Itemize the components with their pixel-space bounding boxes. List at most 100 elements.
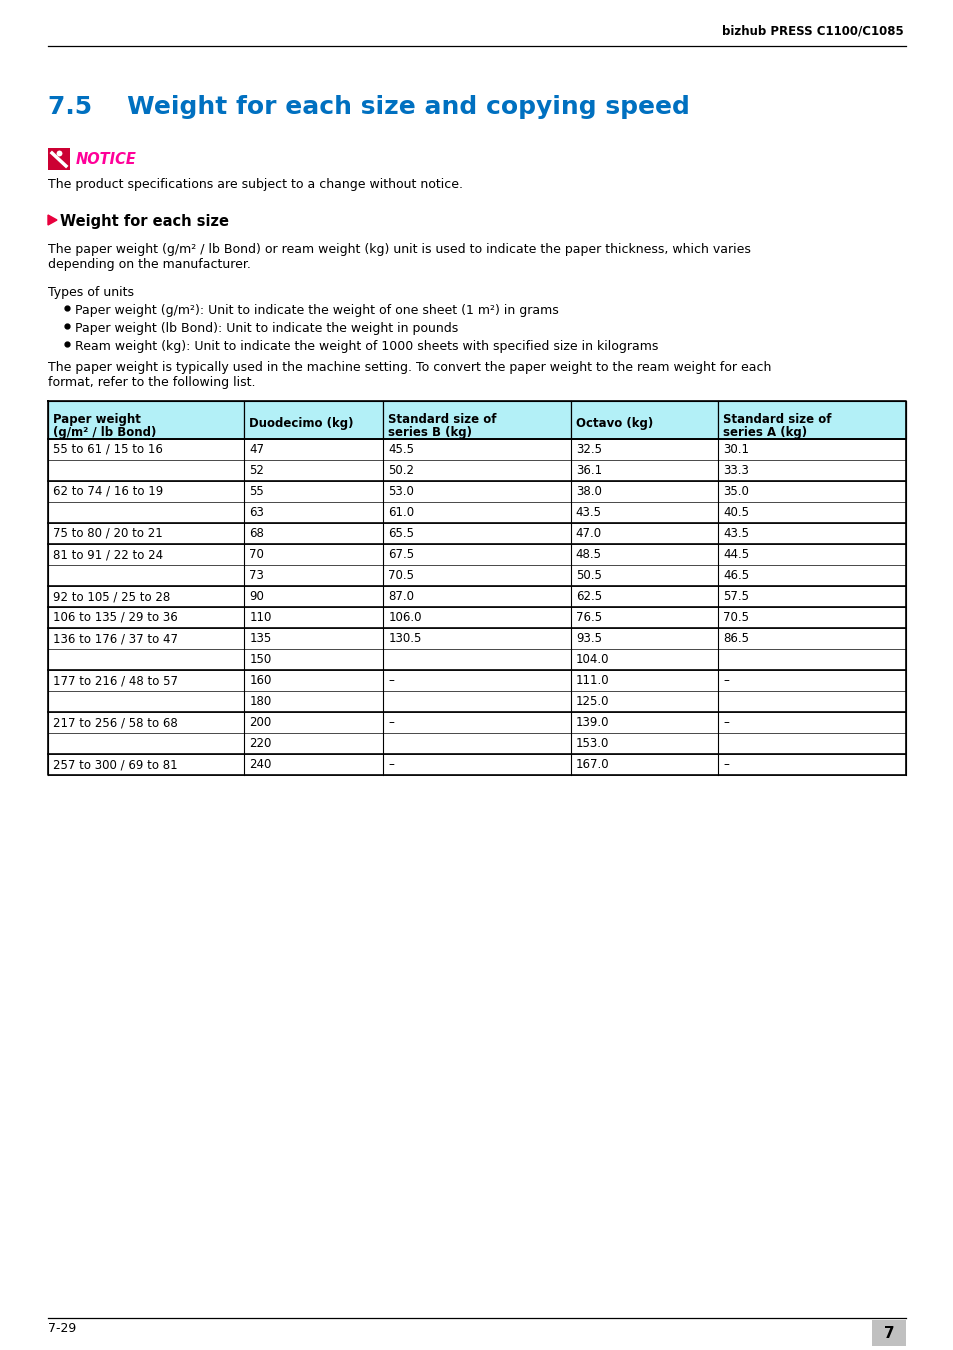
Bar xyxy=(244,401,383,439)
Bar xyxy=(48,733,244,755)
Text: Paper weight: Paper weight xyxy=(53,413,141,427)
Bar xyxy=(570,544,718,566)
Bar xyxy=(244,586,383,608)
Bar xyxy=(383,628,570,649)
Bar xyxy=(718,649,905,670)
Text: 257 to 300 / 69 to 81: 257 to 300 / 69 to 81 xyxy=(53,757,177,771)
Bar xyxy=(244,711,383,733)
Bar xyxy=(718,628,905,649)
Bar xyxy=(48,586,244,608)
Bar xyxy=(244,691,383,711)
Text: 70.5: 70.5 xyxy=(388,568,414,582)
Bar xyxy=(383,586,570,608)
Text: 125.0: 125.0 xyxy=(576,695,609,707)
Text: 240: 240 xyxy=(249,757,272,771)
Text: 50.2: 50.2 xyxy=(388,464,414,477)
Bar xyxy=(383,502,570,522)
Bar xyxy=(48,755,244,775)
Bar xyxy=(718,711,905,733)
Text: 130.5: 130.5 xyxy=(388,632,421,645)
Bar xyxy=(383,481,570,502)
Text: –: – xyxy=(722,757,729,771)
Text: 167.0: 167.0 xyxy=(576,757,609,771)
Bar xyxy=(48,691,244,711)
Bar xyxy=(48,711,244,733)
Bar xyxy=(48,649,244,670)
Text: 40.5: 40.5 xyxy=(722,506,749,518)
Text: 75 to 80 / 20 to 21: 75 to 80 / 20 to 21 xyxy=(53,526,163,540)
Text: 38.0: 38.0 xyxy=(576,485,601,498)
Text: 93.5: 93.5 xyxy=(576,632,601,645)
Bar xyxy=(718,481,905,502)
Text: 111.0: 111.0 xyxy=(576,674,609,687)
Text: 65.5: 65.5 xyxy=(388,526,414,540)
Bar xyxy=(48,148,70,170)
Bar xyxy=(383,649,570,670)
Text: 7.5    Weight for each size and copying speed: 7.5 Weight for each size and copying spe… xyxy=(48,95,689,119)
Bar xyxy=(244,544,383,566)
Bar xyxy=(383,755,570,775)
Bar xyxy=(383,733,570,755)
Bar xyxy=(48,670,244,691)
Text: 70: 70 xyxy=(249,548,264,562)
Text: 62.5: 62.5 xyxy=(576,590,601,603)
Text: 160: 160 xyxy=(249,674,272,687)
Bar xyxy=(48,460,244,481)
Text: bizhub PRESS C1100/C1085: bizhub PRESS C1100/C1085 xyxy=(721,26,903,38)
Bar xyxy=(718,733,905,755)
Bar xyxy=(244,460,383,481)
Text: Standard size of: Standard size of xyxy=(722,413,831,427)
Text: series A (kg): series A (kg) xyxy=(722,427,807,439)
Bar xyxy=(718,460,905,481)
Bar xyxy=(48,608,244,628)
Bar xyxy=(570,711,718,733)
Text: 180: 180 xyxy=(249,695,272,707)
Text: 87.0: 87.0 xyxy=(388,590,414,603)
Text: 46.5: 46.5 xyxy=(722,568,749,582)
Text: format, refer to the following list.: format, refer to the following list. xyxy=(48,377,255,389)
Text: 81 to 91 / 22 to 24: 81 to 91 / 22 to 24 xyxy=(53,548,163,562)
Text: 55: 55 xyxy=(249,485,264,498)
Bar xyxy=(383,691,570,711)
Text: 200: 200 xyxy=(249,716,272,729)
Bar xyxy=(244,755,383,775)
Bar xyxy=(718,691,905,711)
Text: 52: 52 xyxy=(249,464,264,477)
Text: 63: 63 xyxy=(249,506,264,518)
Text: series B (kg): series B (kg) xyxy=(388,427,472,439)
Text: 106 to 135 / 29 to 36: 106 to 135 / 29 to 36 xyxy=(53,612,177,624)
Bar xyxy=(244,566,383,586)
Text: NOTICE: NOTICE xyxy=(76,153,136,167)
Text: 36.1: 36.1 xyxy=(576,464,601,477)
Text: –: – xyxy=(722,674,729,687)
Text: Octavo (kg): Octavo (kg) xyxy=(576,417,652,429)
Bar xyxy=(570,522,718,544)
Text: 220: 220 xyxy=(249,737,272,751)
Bar xyxy=(871,1320,905,1346)
Bar xyxy=(383,566,570,586)
Text: 136 to 176 / 37 to 47: 136 to 176 / 37 to 47 xyxy=(53,632,178,645)
Bar xyxy=(244,439,383,460)
Text: The paper weight (g/m² / lb Bond) or ream weight (kg) unit is used to indicate t: The paper weight (g/m² / lb Bond) or rea… xyxy=(48,243,750,256)
Text: 7: 7 xyxy=(882,1326,893,1341)
Text: 217 to 256 / 58 to 68: 217 to 256 / 58 to 68 xyxy=(53,716,177,729)
Bar xyxy=(570,755,718,775)
Bar xyxy=(570,649,718,670)
Polygon shape xyxy=(48,215,57,225)
Bar xyxy=(570,481,718,502)
Text: 35.0: 35.0 xyxy=(722,485,748,498)
Text: Weight for each size: Weight for each size xyxy=(60,215,229,230)
Text: 48.5: 48.5 xyxy=(576,548,601,562)
Text: The paper weight is typically used in the machine setting. To convert the paper : The paper weight is typically used in th… xyxy=(48,360,771,374)
Text: 43.5: 43.5 xyxy=(576,506,601,518)
Text: 177 to 216 / 48 to 57: 177 to 216 / 48 to 57 xyxy=(53,674,178,687)
Text: 73: 73 xyxy=(249,568,264,582)
Bar xyxy=(383,711,570,733)
Text: 68: 68 xyxy=(249,526,264,540)
Text: –: – xyxy=(388,716,394,729)
Bar xyxy=(718,401,905,439)
Text: 30.1: 30.1 xyxy=(722,443,749,456)
Text: 45.5: 45.5 xyxy=(388,443,414,456)
Bar xyxy=(48,481,244,502)
Text: 57.5: 57.5 xyxy=(722,590,749,603)
